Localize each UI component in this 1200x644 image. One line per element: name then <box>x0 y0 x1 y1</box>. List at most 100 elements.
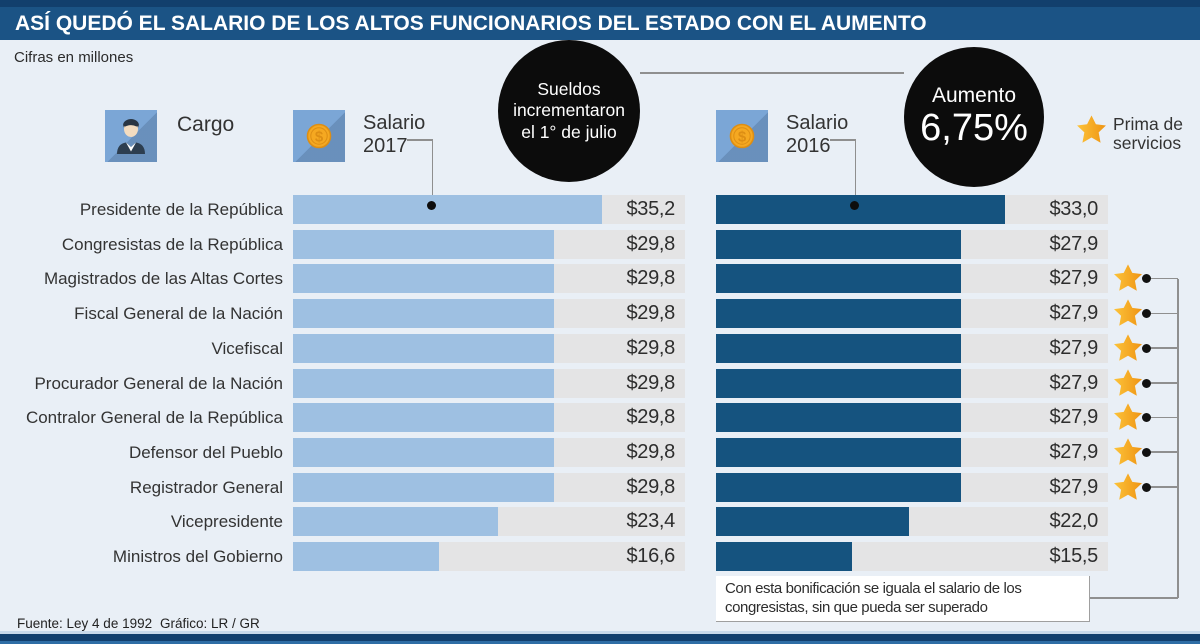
star-icon <box>1077 115 1106 143</box>
salario-2016-value: $33,0 <box>1049 198 1098 220</box>
salario-2017-callout-line-h <box>407 139 433 141</box>
salario-2017-bar <box>293 542 439 571</box>
svg-text:$: $ <box>315 129 324 146</box>
salario-2017-value: $29,8 <box>626 232 675 255</box>
salario-2016-value: $22,0 <box>1049 510 1098 533</box>
cargo-label: Defensor del Pueblo <box>128 442 283 462</box>
salario-2017-value: $16,6 <box>626 545 675 567</box>
chart-row: Vicepresidente $23,4 $22,0 <box>0 507 1200 537</box>
salario-2017-line1: Salario <box>363 112 426 134</box>
cargo-column-header: Cargo <box>177 113 235 136</box>
salario-2016-value: $15,5 <box>1049 545 1098 567</box>
cargo-label: Registrador General <box>129 477 283 497</box>
salario-2016-value: $27,9 <box>1049 371 1098 394</box>
salario-2017-bar <box>293 437 555 467</box>
salario-2016-line1: Salario <box>786 112 849 134</box>
july-callout-line1: Sueldos <box>537 78 601 99</box>
salario-2017-bar-track: $29,8 <box>293 229 685 259</box>
svg-text:$: $ <box>738 129 747 146</box>
star-connector-dot <box>1142 309 1151 319</box>
salario-2016-value: $27,9 <box>1049 336 1098 359</box>
salario-2017-bar <box>293 472 555 502</box>
salario-2016-bar <box>716 264 961 294</box>
star-connector-dot <box>1142 482 1151 492</box>
chart-row: Fiscal General de la Nación $29,8 $27,9 <box>0 299 1200 329</box>
salario-2016-column-header: Salario 2016 <box>786 112 848 158</box>
page-title: ASÍ QUEDÓ EL SALARIO DE LOS ALTOS FUNCIO… <box>15 12 927 35</box>
salario-2016-bar <box>716 333 961 363</box>
cargo-label: Vicefiscal <box>211 338 284 358</box>
cargo-icon-square <box>105 110 157 162</box>
star-connector-line <box>1151 347 1178 349</box>
salario-2016-bar-track: $27,9 <box>716 472 1108 502</box>
aumento-callout: Aumento 6,75% <box>904 47 1044 187</box>
star-icon <box>1114 472 1142 500</box>
salario-2017-bar-track: $23,4 <box>293 507 685 537</box>
star-connector-dot <box>1142 378 1151 388</box>
salario-2017-bar-track: $29,8 <box>293 437 685 467</box>
salario-2017-bar <box>293 264 555 294</box>
salario-2016-bar-track: $27,9 <box>716 403 1108 433</box>
salario-2017-icon-square: $ <box>293 110 345 162</box>
salario-2017-bar-track: $29,8 <box>293 403 685 433</box>
salario-2016-bar <box>716 472 961 502</box>
cargo-label: Procurador General de la Nación <box>34 373 283 393</box>
salario-2017-callout-dot <box>427 201 436 210</box>
july-increase-callout: Sueldos incrementaron el 1° de julio <box>498 40 640 182</box>
salario-2017-bar <box>293 229 555 259</box>
subtitle: Cifras en millones <box>14 49 134 66</box>
star-connector-dot <box>1142 413 1151 423</box>
salario-2016-icon-square: $ <box>716 110 768 162</box>
salario-2017-value: $29,8 <box>626 336 675 359</box>
salario-2016-bar-track: $27,9 <box>716 264 1108 294</box>
chart-row: Ministros del Gobierno $16,6 $15,5 <box>0 542 1200 571</box>
dollar-coin-icon: $ <box>306 123 332 149</box>
salario-2017-line2: 2017 <box>363 135 408 157</box>
salario-2016-bar <box>716 437 961 467</box>
chart-row: Contralor General de la República $29,8 … <box>0 403 1200 433</box>
salario-2017-bar <box>293 368 555 398</box>
star-connector-dot <box>1142 447 1151 457</box>
aumento-value: 6,75% <box>920 107 1028 149</box>
salario-2016-bar-track: $27,9 <box>716 333 1108 363</box>
salario-2017-bar-track: $29,8 <box>293 264 685 294</box>
salario-2017-bar-track: $35,2 <box>293 195 685 224</box>
star-connector-line <box>1151 486 1178 488</box>
salario-2016-bar-track: $33,0 <box>716 195 1108 224</box>
prima-bracket-vertical-line <box>1177 279 1179 598</box>
star-icon <box>1114 368 1142 396</box>
bubble-connector-line <box>640 72 904 74</box>
chart-row: Registrador General $29,8 $27,9 <box>0 472 1200 502</box>
star-connector-line <box>1151 451 1178 453</box>
july-callout-line3: el 1° de julio <box>521 121 617 142</box>
cargo-label: Presidente de la República <box>79 200 283 219</box>
prima-legend: Prima de servicios <box>1113 115 1183 153</box>
salario-2017-value: $35,2 <box>626 198 675 220</box>
salario-2016-callout-dot <box>850 201 859 210</box>
salario-2016-line2: 2016 <box>786 135 831 157</box>
salario-2017-bar <box>293 195 602 224</box>
aumento-label: Aumento <box>931 84 1017 107</box>
cargo-label: Contralor General de la República <box>25 408 283 428</box>
salario-2016-value: $27,9 <box>1049 440 1098 463</box>
salario-2016-bar <box>716 195 1006 224</box>
star-connector-line <box>1151 312 1178 315</box>
top-strip <box>0 0 1200 7</box>
cargo-label: Vicepresidente <box>170 512 283 532</box>
salario-2017-value: $23,4 <box>626 510 675 533</box>
salario-2017-bar-track: $29,8 <box>293 472 685 502</box>
chart-row: Defensor del Pueblo $29,8 $27,9 <box>0 437 1200 467</box>
salario-2017-bar-track: $16,6 <box>293 542 685 571</box>
person-icon <box>117 119 145 154</box>
star-connector-dot <box>1142 274 1151 284</box>
salario-2016-bar-track: $27,9 <box>716 368 1108 398</box>
dollar-coin-icon: $ <box>729 123 755 149</box>
prima-note: Con esta bonificación se iguala el salar… <box>716 576 1090 622</box>
salario-2016-bar <box>716 403 961 433</box>
star-icon <box>1114 438 1142 465</box>
salario-2016-bar <box>716 299 961 329</box>
salario-2017-bar-track: $29,8 <box>293 299 685 329</box>
salario-2016-bar-track: $27,9 <box>716 229 1108 259</box>
salario-2017-value: $29,8 <box>626 302 675 325</box>
bottom-strip-navy <box>0 634 1200 641</box>
